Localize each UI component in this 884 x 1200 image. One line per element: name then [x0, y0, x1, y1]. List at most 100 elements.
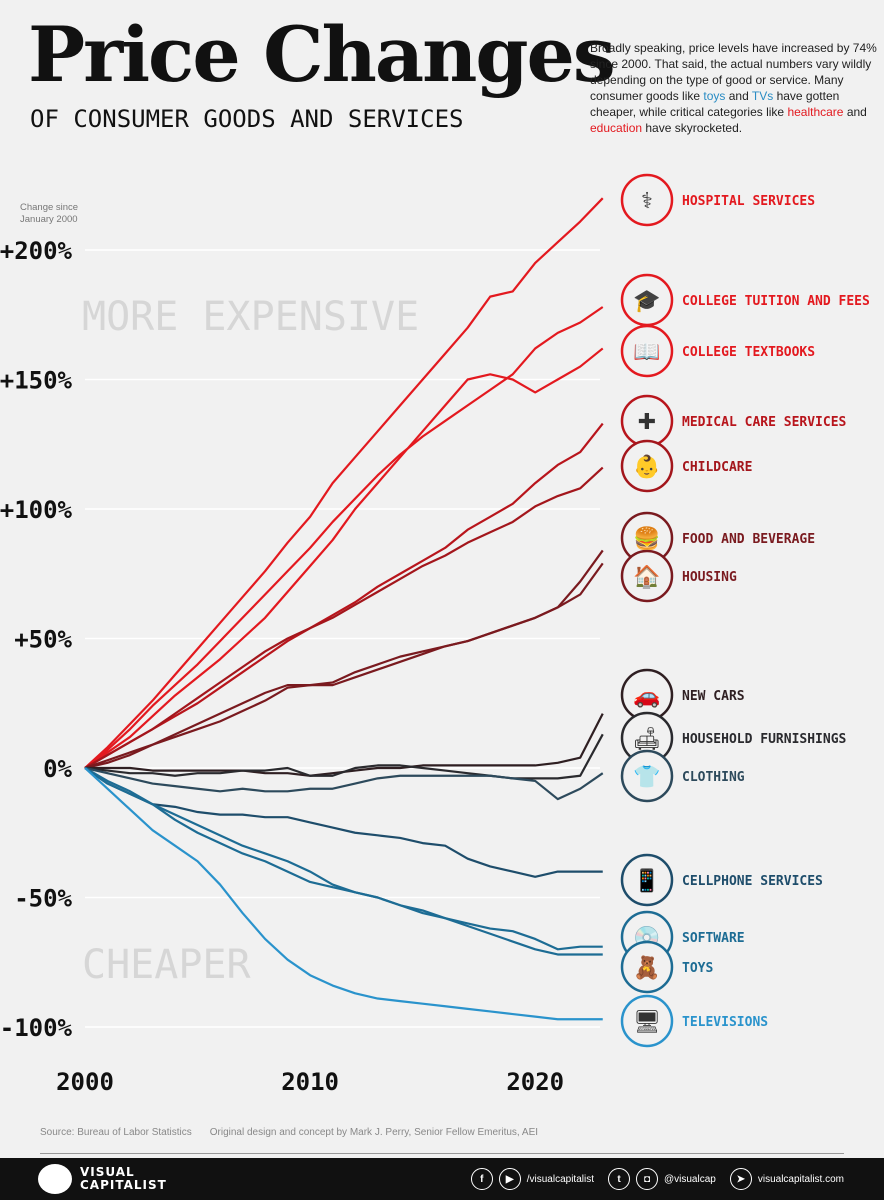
y-tick-label: -100% [0, 1014, 73, 1042]
annotation: CHEAPER [82, 942, 251, 988]
brand-logo[interactable]: VISUAL CAPITALIST [80, 1166, 167, 1192]
line-chart: +200% +150% +100% +50% 0% -50% -100% 2000 2010 20… [0, 173, 870, 1096]
sofa-icon-glyph: 🛋 [633, 727, 661, 752]
series-label: 🍔 FOOD AND BEVERAGE [620, 511, 815, 565]
intro-part: have gotten cheaper, while critical cate… [590, 89, 840, 119]
series-line-software [84, 767, 603, 951]
series-line-medical-care-services [84, 422, 604, 769]
toy-car-icon [620, 940, 674, 994]
y-tick-label: 0% [43, 755, 72, 783]
series-line-clothing [84, 766, 604, 801]
series-name: HOUSEHOLD FURNISHINGS [682, 732, 847, 747]
cursor-icon[interactable]: ➤ [729, 1168, 752, 1190]
series-line-housing [84, 562, 604, 770]
series-name: SOFTWARE [682, 931, 745, 946]
divider [40, 1153, 844, 1154]
series-line-college-tuition-and-fees [84, 306, 604, 769]
series-label: 🖥 TELEVISIONS [620, 994, 768, 1048]
x-tick-label: 2010 [281, 1068, 339, 1096]
intro-part: have skyrocketed. [642, 121, 743, 135]
x-tick-label: 2020 [506, 1068, 564, 1096]
iv-drip-icon [620, 173, 674, 227]
y-tick-label: +100% [0, 496, 73, 524]
cellphone-icon-glyph: 📱 [633, 868, 660, 894]
website-link[interactable]: visualcapitalist.com [757, 1173, 844, 1185]
series-name: HOSPITAL SERVICES [682, 194, 815, 209]
series-name: FOOD AND BEVERAGE [682, 532, 815, 547]
series-label: ⚕ HOSPITAL SERVICES [620, 173, 815, 227]
brand-line-2: CAPITALIST [80, 1178, 167, 1192]
book-icon [620, 324, 674, 378]
television-icon-glyph: 🖥 [633, 1010, 661, 1035]
series-line-toys [84, 767, 603, 956]
series-label: 🚗 NEW CARS [620, 668, 745, 722]
intro-part: Broadly speaking, price levels have incr… [590, 41, 877, 103]
cellphone-icon [620, 853, 674, 907]
series-name: COLLEGE TEXTBOOKS [682, 345, 815, 360]
series-line-college-textbooks [84, 347, 604, 769]
intro-part: and [725, 89, 752, 103]
house-icon [620, 549, 674, 603]
series-label: 📱 CELLPHONE SERVICES [620, 853, 823, 907]
series-label: 🎓 COLLEGE TUITION AND FEES [620, 273, 870, 327]
series-name: CELLPHONE SERVICES [682, 874, 823, 889]
visual-capitalist-logo-icon [38, 1164, 72, 1194]
intro-highlight-healthcare: healthcare [787, 105, 844, 119]
series-name: TOYS [682, 961, 713, 976]
shirt-icon-glyph: 👕 [633, 765, 660, 790]
series-line-hospital-services [84, 197, 604, 769]
y-axis-label: Change since January 2000 [20, 202, 79, 225]
series-name: COLLEGE TUITION AND FEES [682, 294, 870, 309]
y-tick-label: +50% [14, 626, 72, 654]
social-handle-link[interactable]: /visualcapitalist [526, 1173, 594, 1185]
source-text: Source: Bureau of Labor Statistics [40, 1127, 192, 1138]
series-name: MEDICAL CARE SERVICES [682, 415, 847, 430]
shirt-icon [620, 749, 674, 803]
medical-kit-icon-glyph: ✚ [638, 410, 656, 435]
series-name: HOUSING [682, 570, 737, 585]
social-links: f ▶ /visualcapitalist t ◘ @visualcap ➤ v… [470, 1168, 844, 1190]
page-subtitle: OF CONSUMER GOODS AND SERVICES [30, 105, 464, 133]
y-tick-label: +200% [0, 237, 73, 265]
page-title: Price Changes [28, 10, 616, 99]
toy-car-icon-glyph: 🧸 [633, 955, 660, 981]
handle-link[interactable]: @visualcap [664, 1173, 716, 1185]
intro-part: and [843, 105, 867, 119]
footer-bar: VISUAL CAPITALIST f ▶ /visualcapitalist t… [0, 1158, 884, 1200]
brand-line-1: VISUAL [80, 1165, 135, 1179]
series-name: CLOTHING [682, 770, 745, 785]
series-label: 🧸 TOYS [620, 940, 713, 994]
facebook-icon[interactable]: f [470, 1168, 493, 1190]
series-label: 📖 COLLEGE TEXTBOOKS [620, 324, 815, 378]
youtube-icon[interactable]: ▶ [498, 1168, 521, 1190]
instagram-icon[interactable]: ◘ [636, 1168, 658, 1190]
twitter-icon[interactable]: t [608, 1168, 630, 1190]
series-line-food-and-beverage [84, 549, 604, 770]
series-label: 🛋 HOUSEHOLD FURNISHINGS [620, 711, 847, 765]
annotation: MORE EXPENSIVE [82, 294, 419, 340]
house-icon-glyph: 🏠 [633, 564, 660, 590]
book-icon-glyph: 📖 [633, 340, 660, 365]
food-icon-glyph: 🍔 [633, 526, 660, 552]
graduation-cap-icon-glyph: 🎓 [633, 289, 660, 314]
series-label: 🏠 HOUSING [620, 549, 737, 603]
stroller-icon [620, 439, 674, 493]
intro-highlight-toys: toys [703, 89, 726, 103]
series-name: TELEVISIONS [682, 1015, 768, 1030]
intro-highlight-education: education [590, 121, 643, 135]
intro-text: Broadly speaking, price levels have incr… [590, 40, 880, 136]
series-line-cellphone-services [84, 767, 603, 878]
intro-highlight-tvs: TVs [751, 89, 774, 103]
television-icon [620, 994, 674, 1048]
series-label: ✚ MEDICAL CARE SERVICES [620, 394, 847, 448]
series-line-childcare [84, 466, 604, 769]
series-label: 👶 CHILDCARE [620, 439, 752, 493]
car-icon-glyph: 🚗 [633, 684, 660, 709]
series-line-televisions [84, 767, 603, 1021]
x-tick-label: 2000 [56, 1068, 114, 1096]
source-line: Source: Bureau of Labor Statistics Origin… [40, 1127, 556, 1138]
stroller-icon-glyph: 👶 [633, 454, 660, 480]
credit-text: Original design and concept by Mark J. P… [209, 1127, 539, 1138]
series-name: NEW CARS [682, 689, 745, 704]
